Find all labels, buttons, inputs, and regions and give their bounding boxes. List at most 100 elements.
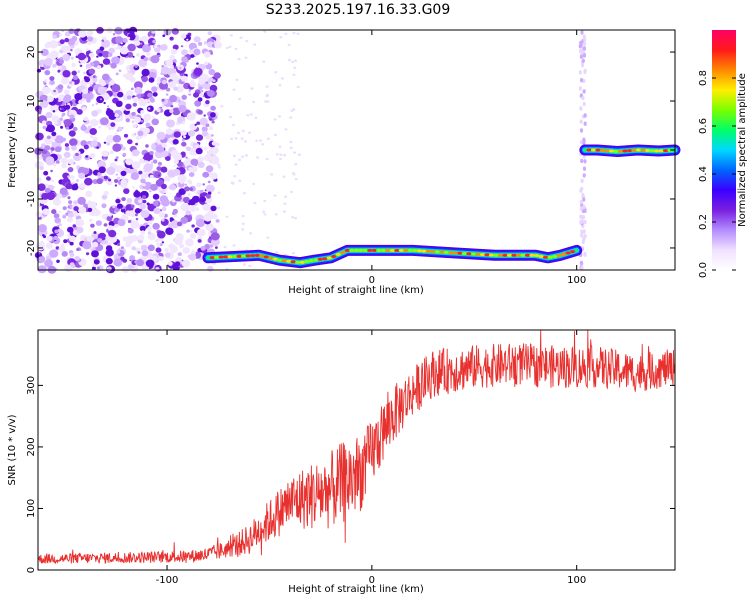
noise-dot	[248, 131, 251, 134]
noise-dot	[232, 88, 236, 91]
noise-dot	[151, 116, 155, 119]
noise-dot	[291, 252, 295, 255]
noise-dot	[131, 149, 140, 157]
noise-dot	[232, 244, 236, 247]
noise-dot	[106, 166, 116, 175]
noise-dot	[97, 238, 103, 243]
noise-dot	[73, 153, 82, 161]
signal-hotspot	[484, 253, 490, 257]
noise-dot	[107, 225, 114, 231]
noise-dot	[87, 201, 97, 210]
band-dot	[583, 69, 587, 75]
noise-dot	[249, 113, 253, 116]
noise-dot	[135, 142, 139, 146]
noise-dot	[152, 200, 159, 206]
noise-dot	[159, 195, 168, 203]
noise-dot	[67, 226, 74, 233]
noise-dot	[152, 159, 158, 164]
noise-dot	[108, 213, 112, 217]
noise-dot	[265, 157, 269, 161]
noise-dot	[134, 86, 143, 95]
noise-dot	[60, 126, 64, 129]
noise-dot	[53, 89, 56, 93]
noise-dot	[188, 253, 197, 261]
noise-dot	[190, 158, 199, 166]
noise-dot	[140, 178, 146, 184]
y-tick-label: 100	[26, 499, 37, 518]
band-dot	[580, 265, 584, 271]
noise-dot	[191, 224, 195, 228]
noise-dot	[63, 239, 68, 244]
signal-hotspot	[613, 149, 619, 153]
noise-dot	[79, 183, 86, 189]
noise-dot	[235, 78, 239, 82]
noise-dot	[113, 179, 119, 183]
noise-dot	[208, 126, 213, 131]
noise-dot	[168, 138, 173, 143]
noise-dot	[256, 156, 260, 159]
noise-dot	[142, 195, 147, 199]
noise-dot	[50, 169, 53, 173]
signal-hotspot	[412, 249, 418, 252]
noise-dot	[59, 33, 62, 37]
noise-dot	[189, 147, 199, 156]
noise-dot	[238, 179, 242, 182]
signal-hotspot	[380, 248, 386, 252]
noise-dot	[127, 168, 134, 174]
signal-hotspot	[290, 260, 296, 264]
noise-dot	[207, 180, 211, 184]
band-dot	[578, 48, 583, 54]
signal-hotspot	[371, 248, 377, 252]
y-tick-label: 200	[26, 437, 37, 456]
noise-dot	[289, 140, 293, 144]
noise-dot	[229, 34, 233, 37]
band-dot	[579, 188, 583, 193]
noise-dot	[106, 134, 115, 144]
noise-dot	[165, 128, 174, 135]
band-dot	[580, 178, 584, 183]
noise-dot	[138, 98, 145, 104]
noise-dot	[193, 92, 199, 98]
noise-dot	[190, 54, 195, 58]
noise-dot	[152, 92, 158, 97]
noise-dot	[105, 245, 113, 252]
noise-dot	[37, 265, 47, 274]
noise-dot	[181, 138, 185, 142]
noise-dot	[67, 217, 73, 223]
signal-hotspot	[645, 149, 651, 152]
signal-hotspot	[209, 256, 215, 260]
noise-dot	[181, 121, 185, 125]
noise-dot	[134, 40, 141, 46]
band-dot	[583, 219, 587, 225]
signal-hotspot	[457, 251, 463, 255]
noise-dot	[147, 107, 151, 110]
noise-dot	[253, 43, 257, 46]
signal-hotspot	[241, 254, 247, 258]
noise-dot	[153, 207, 161, 214]
noise-dot	[245, 154, 248, 157]
signal-hotspot	[281, 259, 287, 263]
noise-dot	[64, 104, 71, 110]
noise-dot	[53, 163, 57, 167]
noise-dot	[161, 150, 169, 157]
noise-dot	[136, 259, 145, 267]
noise-dot	[199, 73, 209, 83]
signal-hotspot	[407, 248, 413, 252]
noise-dot	[51, 209, 57, 215]
noise-dot	[123, 215, 129, 221]
snr-y-axis-label: SNR (10 * v/v)	[7, 414, 18, 485]
noise-dot	[90, 82, 94, 85]
signal-hotspot	[304, 260, 310, 263]
noise-dot	[68, 130, 76, 137]
y-tick-label: 0	[26, 147, 37, 153]
noise-dot	[45, 111, 53, 119]
noise-dot	[146, 202, 150, 206]
noise-dot	[172, 209, 178, 215]
signal-hotspot	[286, 259, 292, 263]
noise-dot	[58, 245, 66, 252]
noise-dot	[108, 229, 117, 238]
noise-dot	[77, 151, 81, 154]
noise-dot	[265, 94, 269, 98]
noise-dot	[179, 66, 182, 70]
